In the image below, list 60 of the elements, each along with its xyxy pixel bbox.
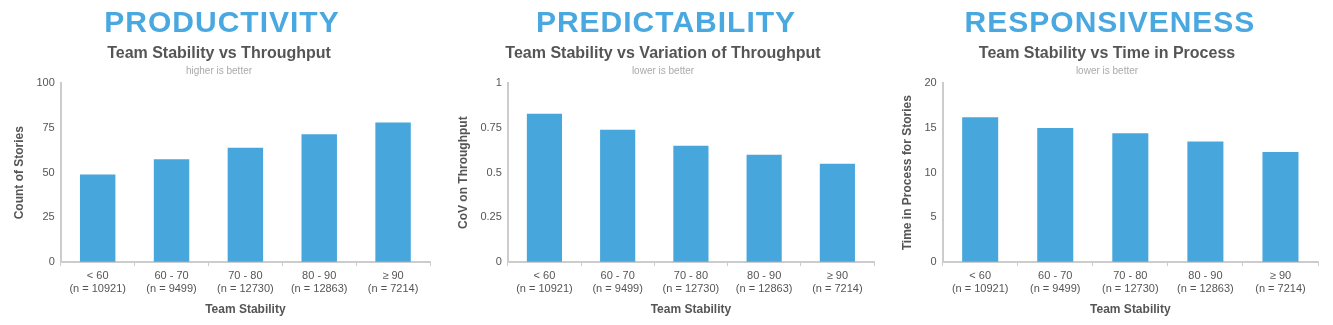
x-tick-label: 80 - 90 (n = 12863)	[1177, 268, 1234, 295]
x-tick-label: 80 - 90 (n = 12863)	[735, 268, 793, 295]
y-tick-label: 20	[924, 76, 937, 89]
y-axis-title: Count of Stories	[11, 125, 26, 220]
chart-title: RESPONSIVENESS	[963, 4, 1257, 40]
bar	[1262, 152, 1299, 262]
bar	[819, 163, 855, 262]
chart-title: PRODUCTIVITY	[103, 4, 341, 40]
bar	[79, 174, 116, 262]
y-tick-label: 75	[42, 120, 55, 133]
y-tick-label: 25	[42, 210, 55, 223]
x-tick-label: 70 - 80 (n = 12730)	[217, 268, 274, 295]
bar	[375, 122, 411, 262]
x-axis-title: Team Stability	[1090, 302, 1171, 317]
x-tick-label: < 60 (n = 10921)	[516, 268, 573, 295]
x-tick-label: < 60 (n = 10921)	[69, 268, 126, 295]
bar	[1187, 141, 1224, 262]
bar	[526, 113, 563, 262]
bar	[673, 145, 709, 262]
x-tick-label: 70 - 80 (n = 12730)	[1102, 268, 1159, 295]
x-tick-label: 60 - 70 (n = 9499)	[146, 268, 197, 295]
x-tick-label: 70 - 80 (n = 12730)	[662, 268, 720, 295]
x-tick-label: < 60 (n = 10921)	[951, 268, 1009, 295]
x-tick-label: 80 - 90 (n = 12863)	[290, 268, 348, 295]
bar	[1037, 127, 1074, 262]
bar	[153, 159, 190, 262]
bar	[962, 117, 999, 262]
y-tick-label: 0.25	[480, 210, 502, 223]
x-tick-label: ≥ 90 (n = 7214)	[367, 268, 419, 295]
y-tick-label: 15	[924, 120, 937, 133]
y-tick-label: 0.5	[486, 165, 502, 178]
x-axis-title: Team Stability	[205, 302, 286, 317]
x-tick-label: 60 - 70 (n = 9499)	[592, 268, 643, 295]
y-tick-label: 0	[495, 255, 502, 268]
text: higher is better	[185, 64, 253, 76]
y-tick-label: 0	[48, 255, 55, 268]
x-tick-label: ≥ 90 (n = 7214)	[812, 268, 863, 295]
text: lower is better	[631, 64, 695, 76]
x-tick-label: 60 - 70 (n = 9499)	[1030, 268, 1081, 295]
y-tick-label: 100	[36, 76, 55, 89]
x-tick-label: ≥ 90 (n = 7214)	[1255, 268, 1306, 295]
y-tick-label: 0	[930, 255, 937, 268]
bar	[746, 154, 782, 262]
y-axis-title: Time in Process for Stories	[899, 94, 914, 251]
chart-subtitle: Team Stability vs Variation of Throughput	[505, 44, 822, 62]
chart-title: PREDICTABILITY	[534, 4, 798, 40]
chart-subtitle: Team Stability vs Throughput	[107, 44, 332, 62]
y-tick-label: 10	[924, 165, 937, 178]
y-tick-label: 1	[495, 76, 502, 89]
bar	[1112, 133, 1149, 262]
y-tick-label: 50	[42, 165, 55, 178]
text: lower is better	[1075, 64, 1139, 76]
y-tick-label: 0.75	[480, 120, 502, 133]
bar	[600, 129, 636, 262]
x-axis-title: Team Stability	[650, 302, 732, 317]
chart-subtitle: Team Stability vs Time in Process	[978, 44, 1236, 62]
y-tick-label: 5	[930, 210, 937, 223]
bar	[301, 134, 337, 262]
bar	[227, 147, 264, 262]
y-axis-title: CoV on Throughput	[455, 116, 470, 230]
